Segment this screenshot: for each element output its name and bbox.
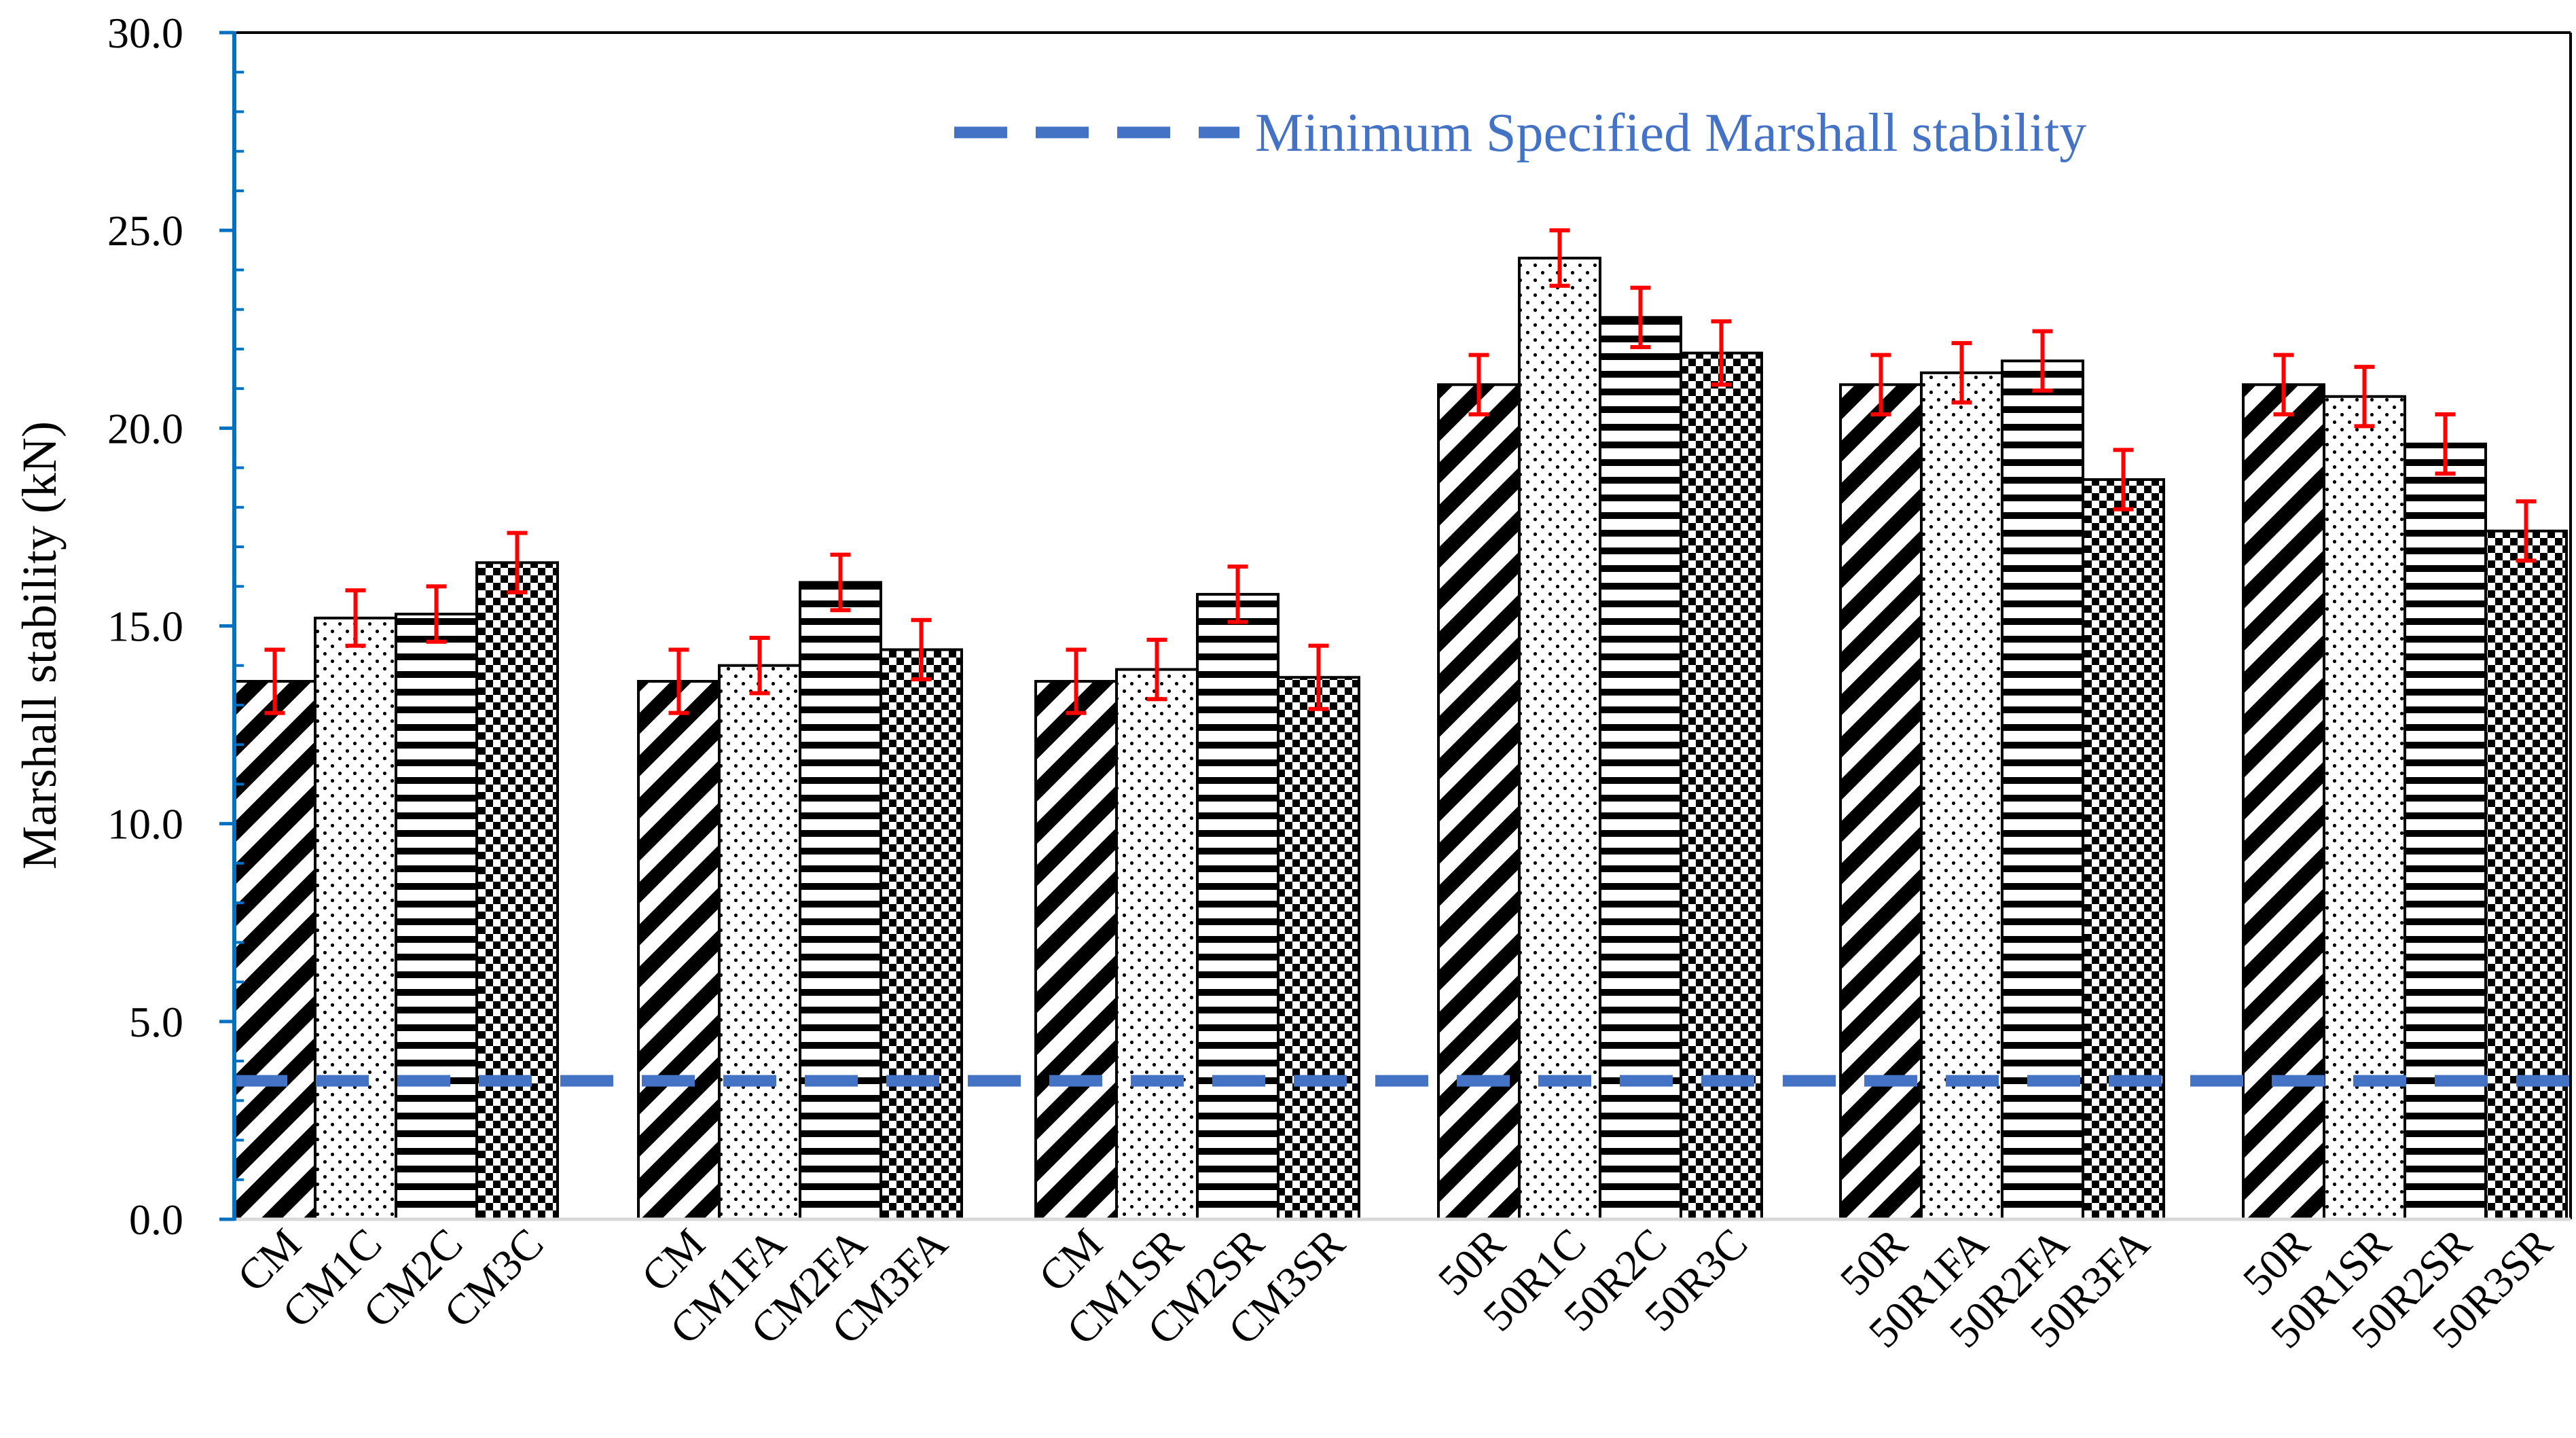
error-bar-50r2fa-group-5: [2032, 329, 2053, 393]
error-bar-cm1c-group-1: [345, 588, 366, 648]
bar-cm2c-group-1: [395, 613, 478, 1221]
bar-50r-group-6: [2242, 383, 2325, 1221]
error-bar-cm-group-3: [1066, 647, 1087, 715]
y-tick-label: 25.0: [107, 206, 183, 255]
bar-50r1sr-group-6: [2323, 395, 2406, 1221]
error-bar-cm3fa-group-2: [911, 617, 932, 682]
bar-cm1sr-group-3: [1115, 668, 1199, 1221]
bar-cm1c-group-1: [314, 616, 397, 1221]
error-bar-cm1fa-group-2: [749, 635, 770, 696]
error-bar-cm2sr-group-3: [1227, 564, 1248, 624]
error-bar-cm3c-group-1: [507, 531, 528, 595]
error-bar-50r1fa-group-5: [1951, 341, 1972, 405]
bar-cm2sr-group-3: [1196, 592, 1280, 1221]
bar-cm-group-3: [1034, 680, 1118, 1221]
bar-cm3fa-group-2: [879, 648, 963, 1221]
error-bar-cm2fa-group-2: [830, 552, 851, 613]
error-bar-50r3fa-group-5: [2113, 448, 2134, 511]
bar-cm1fa-group-2: [718, 664, 801, 1221]
legend: Minimum Specified Marshall stability: [954, 103, 2086, 163]
y-axis-label: Marshall stability (kN): [12, 421, 67, 869]
bar-50r-group-5: [1839, 383, 1923, 1221]
bar-50r3sr-group-6: [2484, 529, 2568, 1221]
bar-cm-group-1: [233, 680, 316, 1221]
error-bar-50r-group-4: [1468, 353, 1489, 416]
error-bar-50r1sr-group-6: [2354, 365, 2375, 429]
y-tick-label: 5.0: [129, 998, 183, 1046]
error-bar-cm3sr-group-3: [1308, 643, 1329, 711]
bar-50r-group-4: [1437, 383, 1521, 1221]
bar-50r2sr-group-6: [2403, 442, 2487, 1221]
bar-50r1c-group-4: [1518, 256, 1601, 1221]
bar-50r1fa-group-5: [1920, 371, 2003, 1221]
error-bar-50r1c-group-4: [1549, 228, 1570, 288]
error-bar-cm1sr-group-3: [1146, 637, 1167, 702]
error-bar-50r2c-group-4: [1630, 285, 1651, 349]
error-bar-50r2sr-group-6: [2435, 412, 2456, 476]
error-bar-50r3sr-group-6: [2516, 499, 2537, 563]
bar-50r3fa-group-5: [2082, 478, 2165, 1221]
error-bar-50r-group-6: [2273, 353, 2294, 416]
error-bar-cm-group-1: [264, 647, 285, 715]
error-bar-50r3c-group-4: [1711, 319, 1732, 387]
bar-50r2fa-group-5: [2001, 359, 2084, 1221]
bar-cm2fa-group-2: [799, 581, 882, 1221]
bar-cm-group-2: [637, 680, 721, 1221]
legend-label: Minimum Specified Marshall stability: [1255, 103, 2086, 163]
error-bar-cm2c-group-1: [426, 584, 447, 644]
y-tick-label: 10.0: [107, 800, 183, 848]
y-tick-label: 15.0: [107, 603, 183, 651]
error-bar-cm-group-2: [668, 647, 689, 715]
y-tick-label: 0.0: [129, 1196, 183, 1244]
bar-cm3sr-group-3: [1277, 676, 1360, 1221]
y-tick-label: 30.0: [107, 9, 183, 57]
error-bar-50r-group-5: [1870, 353, 1891, 416]
y-tick-label: 20.0: [107, 404, 183, 452]
bar-50r3c-group-4: [1680, 351, 1763, 1221]
bar-cm3c-group-1: [475, 561, 559, 1221]
